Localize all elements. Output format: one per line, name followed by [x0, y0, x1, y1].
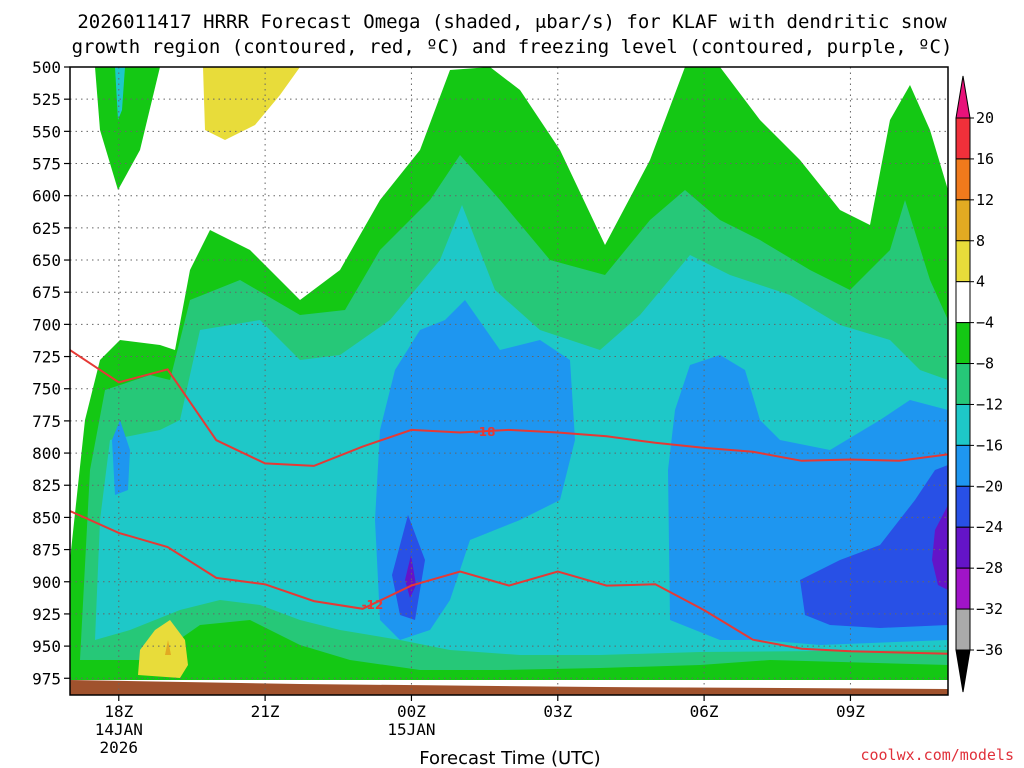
colorbar-segment	[955, 199, 971, 242]
y-tick-label: 500	[32, 58, 61, 77]
colorbar-segment	[955, 281, 971, 324]
colorbar-segment	[955, 158, 971, 201]
colorbar-label: −24	[976, 518, 1003, 536]
grid-lines	[70, 66, 948, 695]
y-tick-label: 725	[32, 348, 61, 367]
omega-shade-teal-plume-a	[115, 67, 125, 120]
y-tick-label: 875	[32, 541, 61, 560]
omega-shade-purple-right	[932, 505, 948, 590]
colorbar-segment	[955, 117, 971, 160]
contour-line-minus12	[70, 510, 948, 655]
colorbar-segment	[955, 567, 971, 610]
omega-shade-green-plume-a	[95, 67, 160, 190]
y-tick-label: 950	[32, 637, 61, 656]
y-axis: 500 525 550 575 600 625 650 675 700 725 750 775 800 8…	[32, 58, 70, 688]
x-tick-label: 09Z	[836, 702, 865, 721]
y-tick-label: 675	[32, 283, 61, 302]
colorbar-top-arrow	[955, 75, 971, 119]
y-tick-label: 625	[32, 219, 61, 238]
y-tick-label: 550	[32, 122, 61, 141]
y-tick-label: 850	[32, 508, 61, 527]
omega-shade-blue-left	[112, 420, 130, 495]
colorbar-label: −12	[976, 395, 1003, 413]
x-tick-label: 21Z	[251, 702, 280, 721]
colorbar-label: 4	[976, 273, 985, 291]
x-tick-label: 03Z	[543, 702, 572, 721]
colorbar-label: −32	[976, 600, 1003, 618]
omega-shade-yellow-top	[203, 67, 300, 140]
colorbar-segment	[955, 240, 971, 283]
x-tick-date-label: 15JAN	[387, 720, 435, 739]
colorbar-label: −28	[976, 559, 1003, 577]
colorbar-segment	[955, 526, 971, 569]
y-tick-label: 975	[32, 669, 61, 688]
colorbar-label: 12	[976, 191, 994, 209]
x-tick-date-label: 14JAN	[95, 720, 143, 739]
chart-title-line1: 2026011417 HRRR Forecast Omega (shaded, …	[77, 11, 947, 33]
colorbar-label: −8	[976, 355, 994, 373]
x-tick-label: 06Z	[690, 702, 719, 721]
x-axis-title: Forecast Time (UTC)	[419, 748, 600, 768]
colorbar-label: −36	[976, 641, 1003, 659]
omega-shade-yellow-bottom	[138, 620, 188, 678]
y-tick-label: 925	[32, 605, 61, 624]
contour-lines: -18 -12	[70, 349, 948, 655]
y-tick-label: 700	[32, 315, 61, 334]
omega-shade-orange-dot	[165, 640, 171, 655]
colorbar-label: 8	[976, 232, 985, 250]
colorbar-segment	[955, 444, 971, 487]
y-tick-label: 775	[32, 412, 61, 431]
y-tick-label: 750	[32, 380, 61, 399]
y-tick-label: 900	[32, 573, 61, 592]
y-tick-label: 575	[32, 155, 61, 174]
colorbar-segment	[955, 403, 971, 446]
colorbar-label: −16	[976, 436, 1003, 454]
omega-shade-darkblue-right	[800, 465, 948, 628]
y-tick-label: 525	[32, 90, 61, 109]
x-tick-label: 18Z	[104, 702, 133, 721]
colorbar-label: −4	[976, 314, 994, 332]
colorbar-segment	[955, 608, 971, 651]
contour-line-minus18	[70, 349, 948, 467]
y-tick-label: 650	[32, 251, 61, 270]
colorbar-label: 20	[976, 109, 994, 127]
x-tick-label: 00Z	[397, 702, 426, 721]
plot-frame	[69, 66, 949, 696]
colorbar: 20 16 12 8 4 −4 −8 −12 −16 −20 −24 −28 −32 −36	[955, 75, 1003, 693]
ground-terrain	[70, 680, 948, 695]
colorbar-label: 16	[976, 150, 994, 168]
y-tick-label: 825	[32, 476, 61, 495]
colorbar-segment	[955, 485, 971, 528]
contour-label: -18	[474, 425, 496, 439]
colorbar-segment	[955, 363, 971, 405]
omega-shade-blue-center	[375, 300, 575, 640]
contour-label: -12	[362, 598, 384, 612]
y-tick-label: 600	[32, 187, 61, 206]
colorbar-bottom-arrow	[955, 649, 971, 693]
chart-title-line2: growth region (contoured, red, ºC) and f…	[72, 36, 953, 58]
y-tick-label: 800	[32, 444, 61, 463]
colorbar-segment	[955, 322, 971, 365]
credit-link[interactable]: coolwx.com/models	[860, 746, 1014, 764]
colorbar-label: −20	[976, 477, 1003, 495]
x-tick-year-label: 2026	[100, 738, 139, 757]
